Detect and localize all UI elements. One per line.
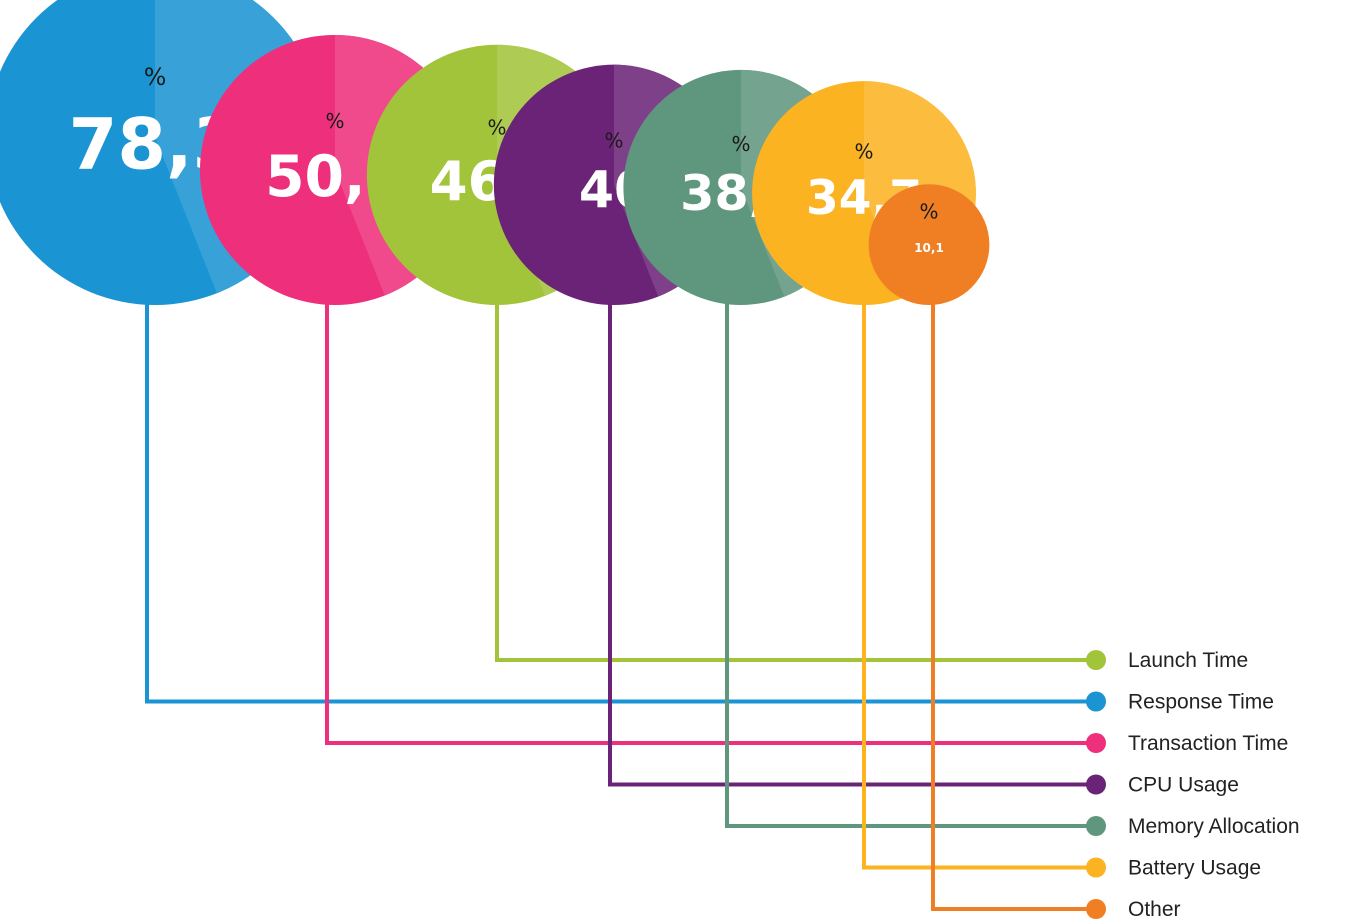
legend-label-memory-allocation: Memory Allocation — [1128, 815, 1300, 838]
legend-label-transaction-time: Transaction Time — [1128, 732, 1288, 755]
bubble-circle-other — [868, 184, 990, 305]
legend-marker-transaction-time — [1086, 733, 1106, 753]
connector-lines — [145, 295, 1096, 911]
legend-marker-other — [1086, 899, 1106, 919]
bubble-other: % 10,1 — [868, 184, 990, 305]
legend-label-response-time: Response Time — [1128, 691, 1274, 714]
percent-sign-transaction-time: % — [325, 109, 344, 133]
legend-label-cpu-usage: CPU Usage — [1128, 774, 1239, 797]
legend-marker-launch-time — [1086, 650, 1106, 670]
bubbles: %78,3%50,5%46,9%40%38,3%34,7%10,1 — [0, 0, 990, 305]
legend-label-battery-usage: Battery Usage — [1128, 857, 1261, 880]
value-label-other: 10,1 — [914, 241, 944, 255]
connector-cpu-usage — [608, 295, 1096, 787]
percent-sign-cpu-usage: % — [604, 128, 623, 152]
connector-response-time — [145, 295, 1096, 704]
connector-battery-usage — [862, 295, 1096, 870]
percent-sign-launch-time: % — [487, 115, 506, 139]
percent-sign-memory-allocation: % — [731, 132, 750, 156]
connector-transaction-time — [325, 295, 1096, 745]
percent-sign-battery-usage: % — [854, 139, 873, 163]
legend-marker-cpu-usage — [1086, 774, 1106, 795]
legend-marker-response-time — [1086, 691, 1106, 712]
legend-label-launch-time: Launch Time — [1128, 649, 1248, 672]
legend-label-other: Other — [1128, 898, 1181, 920]
percent-sign-response-time: % — [144, 63, 167, 91]
connector-other — [931, 295, 1096, 911]
legend-marker-battery-usage — [1086, 857, 1106, 878]
connector-memory-allocation — [725, 295, 1096, 828]
percent-sign-other: % — [919, 200, 938, 224]
connector-launch-time — [495, 295, 1096, 662]
legend-marker-memory-allocation — [1086, 816, 1106, 836]
legend: Launch Time Response Time Transaction Time… — [1086, 649, 1300, 920]
